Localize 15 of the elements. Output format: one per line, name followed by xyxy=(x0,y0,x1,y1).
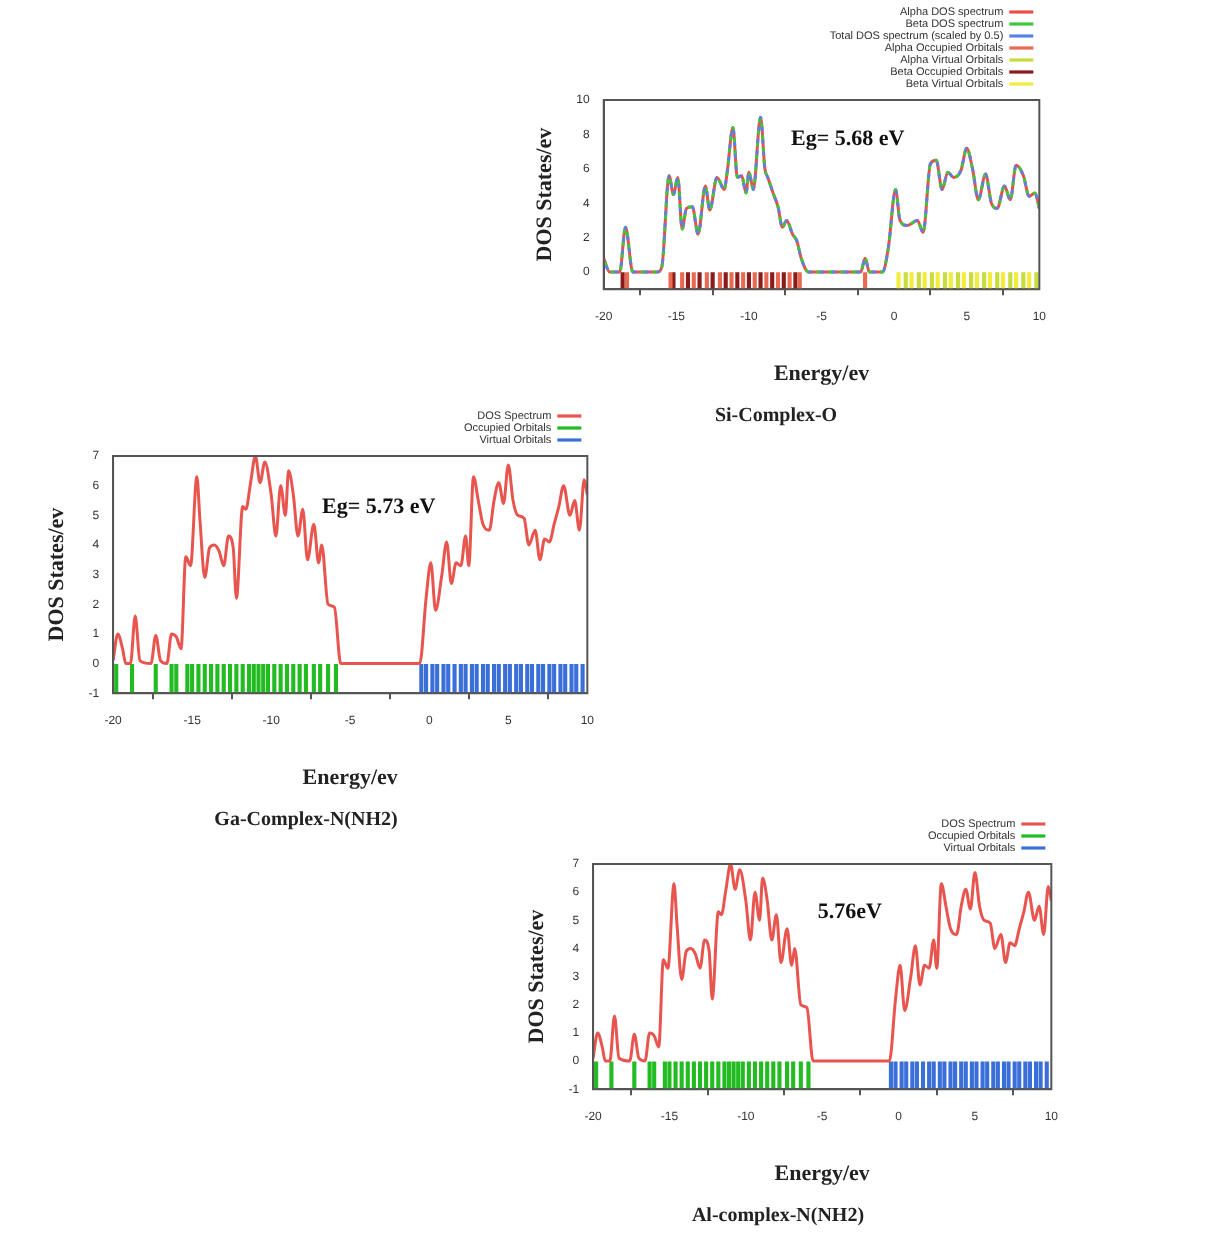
text: Si-Complex-O xyxy=(714,405,838,428)
annotation: 5.76eV xyxy=(817,900,882,925)
annotation: Eg= 5.68 eV xyxy=(790,127,905,152)
y-axis-title: DOS States/ev xyxy=(532,126,557,262)
y-axis-title: DOS States/ev xyxy=(524,908,549,1044)
annotation: Eg= 5.73 eV xyxy=(321,494,436,519)
x-axis-title: Energy/ev xyxy=(773,362,871,387)
line-series xyxy=(113,456,588,666)
x-axis-title: Energy/ev xyxy=(302,766,399,791)
line-series xyxy=(603,115,1040,274)
x-axis-title: Energy/ev xyxy=(774,1162,871,1187)
y-axis-title: DOS States/ev xyxy=(44,506,69,642)
line-series xyxy=(593,864,1052,1063)
text: Al-complex-N(NH2) xyxy=(691,1205,865,1228)
text: Ga-Complex-N(NH2) xyxy=(214,809,398,832)
